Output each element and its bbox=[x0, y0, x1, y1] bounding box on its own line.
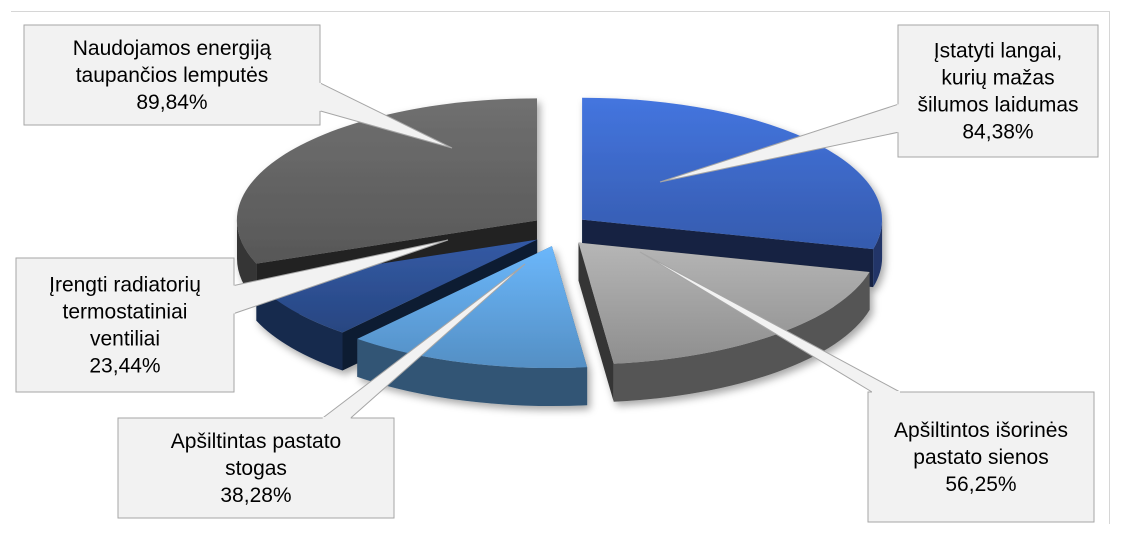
callout-4-box bbox=[15, 257, 235, 393]
data-label-text: Apšiltintas pastato bbox=[171, 430, 341, 453]
data-label-text: kurių mažas bbox=[941, 67, 1054, 90]
data-label-text: ventiliai bbox=[90, 328, 160, 351]
chart-area bbox=[11, 11, 1110, 524]
slice-2-wall bbox=[613, 272, 870, 402]
callout-5-box bbox=[23, 24, 321, 126]
slice-2-cut-face-2 bbox=[578, 242, 614, 402]
data-label-value: 23,44% bbox=[89, 355, 160, 378]
slice-1-top bbox=[582, 97, 883, 250]
callout-4: Įrengti radiatorių termostatiniai ventilia… bbox=[15, 239, 449, 393]
callout-5: Naudojamos energiją taupančios lemputės 89… bbox=[23, 24, 453, 149]
slice-4-top bbox=[256, 239, 538, 333]
pie-group bbox=[236, 97, 883, 407]
callout-3: Apšiltintas pastato stogas 38,28% bbox=[117, 263, 526, 519]
slice-5-top bbox=[236, 98, 537, 264]
data-label-text: pastato sienos bbox=[913, 446, 1048, 469]
slice-4-wall bbox=[256, 282, 343, 371]
data-label-value: 56,25% bbox=[945, 473, 1016, 496]
callout-1: Įstatyti langai, kurių mažas šilumos laidu… bbox=[659, 24, 1099, 183]
callout-2: Apšiltintos išorinės pastato sienos 56,25% bbox=[639, 251, 1095, 523]
data-label-text: termostatiniai bbox=[63, 301, 188, 324]
data-label-value: 89,84% bbox=[136, 91, 207, 114]
data-label-text: taupančios lemputės bbox=[76, 64, 269, 87]
slice-1-wall bbox=[873, 219, 883, 288]
data-label-text: Įrengti radiatorių bbox=[49, 274, 201, 297]
data-label-text: šilumos laidumas bbox=[917, 94, 1078, 117]
data-label-value: 38,28% bbox=[220, 484, 291, 507]
data-label-text: Apšiltintos išorinės bbox=[894, 419, 1068, 442]
data-label-text: stogas bbox=[225, 457, 287, 480]
callout-3-box bbox=[117, 417, 395, 519]
data-label-text: Įstatyti langai, bbox=[934, 40, 1062, 63]
data-label-text: Naudojamos energiją bbox=[73, 37, 272, 60]
callout-1-box bbox=[897, 24, 1099, 158]
data-label-value: 84,38% bbox=[962, 121, 1033, 144]
callout-2-box bbox=[867, 391, 1095, 523]
